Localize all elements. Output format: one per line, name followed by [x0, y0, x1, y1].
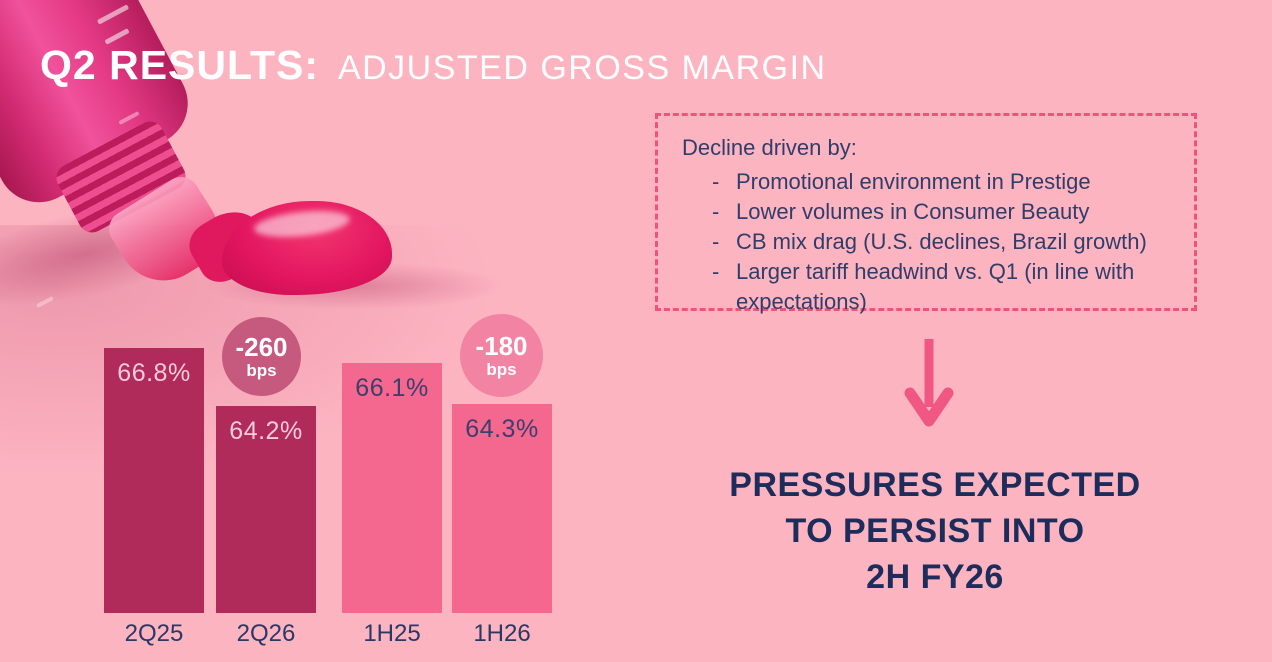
- x-axis-label: 2Q26: [236, 620, 296, 647]
- callout-heading: Decline driven by:: [682, 135, 857, 160]
- bar-1h26: 64.3%: [452, 403, 552, 613]
- badge-unit: bps: [486, 359, 517, 379]
- callout-bullet: Promotional environment in Prestige: [712, 167, 1176, 197]
- badge-value: -260: [235, 331, 288, 362]
- conclusion-line: PRESSURES EXPECTED: [729, 466, 1141, 504]
- page-title: Q2 RESULTS: ADJUSTED GROSS MARGIN: [40, 42, 827, 89]
- x-axis-label: 1H26: [473, 620, 531, 647]
- conclusion-line: TO PERSIST INTO: [785, 512, 1085, 550]
- down-arrow-icon: [904, 339, 954, 427]
- callout-bullet: Lower volumes in Consumer Beauty: [712, 197, 1176, 227]
- callout-bullet: CB mix drag (U.S. declines, Brazil growt…: [712, 227, 1176, 257]
- x-axis-label: 2Q25: [124, 620, 184, 647]
- bar-value-label: 66.8%: [117, 358, 191, 387]
- decline-drivers-callout: Decline driven by: Promotional environme…: [655, 113, 1197, 314]
- title-primary: Q2 RESULTS:: [40, 42, 320, 88]
- conclusion-text: PRESSURES EXPECTED TO PERSIST INTO 2H FY…: [690, 462, 1180, 600]
- conclusion-line: 2H FY26: [866, 558, 1004, 596]
- delta-badge-260bps: -260 bps: [222, 317, 301, 396]
- delta-badge-180bps: -180 bps: [460, 314, 543, 397]
- bar-2q26: 64.2%: [216, 406, 316, 613]
- badge-unit: bps: [246, 360, 277, 380]
- callout-bullet: Larger tariff headwind vs. Q1 (in line w…: [712, 257, 1176, 317]
- bar-value-label: 64.2%: [229, 417, 303, 445]
- x-axis-label: 1H25: [363, 620, 421, 647]
- bar-value-label: 66.1%: [355, 374, 429, 403]
- callout-bullet-list: Promotional environment in PrestigeLower…: [712, 167, 1176, 317]
- title-secondary: ADJUSTED GROSS MARGIN: [337, 49, 827, 87]
- bar-value-label: 64.3%: [465, 414, 539, 443]
- bar-1h25: 66.1%: [342, 363, 442, 613]
- badge-value: -180: [475, 330, 528, 361]
- bar-2q25: 66.8%: [104, 347, 204, 613]
